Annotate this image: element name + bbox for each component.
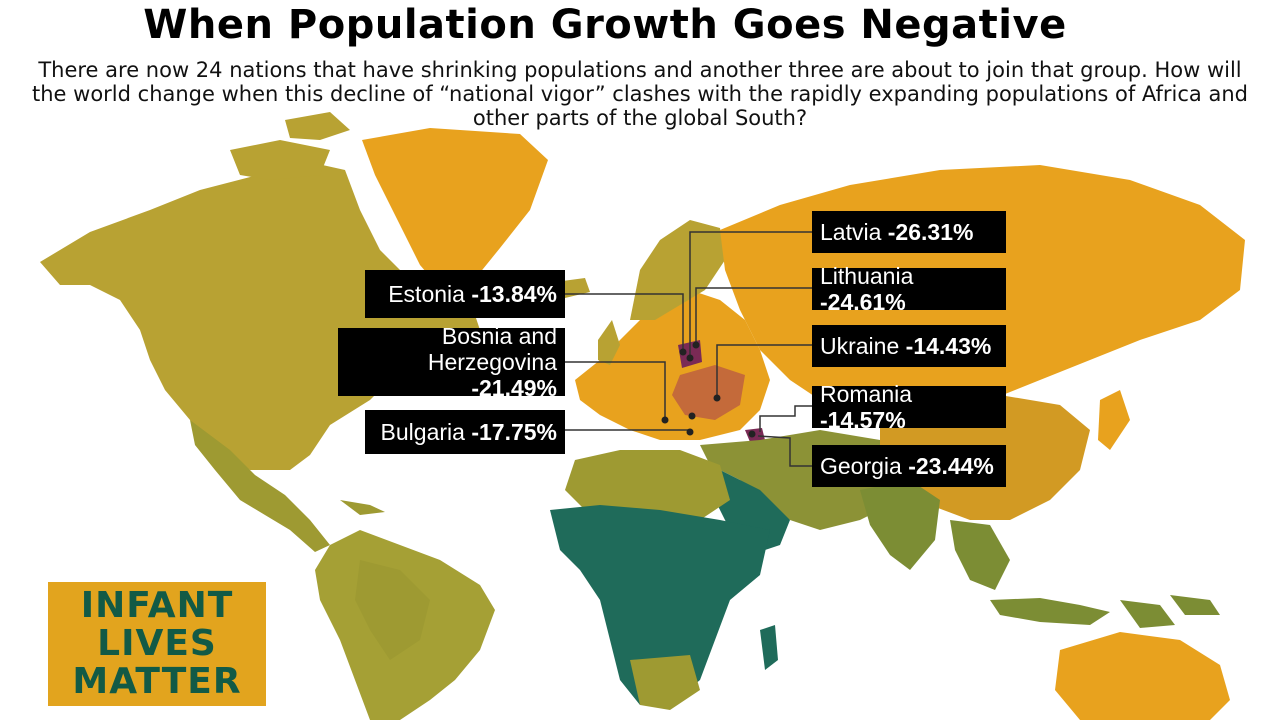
page-title: When Population Growth Goes Negative — [143, 2, 1067, 48]
label-country: Bulgaria — [380, 419, 465, 445]
central-america — [190, 420, 330, 552]
label-country-line2: Herzegovina — [427, 349, 557, 375]
africa — [550, 505, 770, 705]
location-markers — [661, 341, 756, 438]
badge-line3: MATTER — [72, 661, 242, 702]
badge-line1: INFANT — [80, 585, 234, 626]
label-country: Latvia — [820, 219, 882, 245]
label-value: -21.49% — [471, 375, 557, 401]
badge-line2: LIVES — [97, 623, 217, 664]
south-asia — [860, 480, 940, 570]
label-country: Georgia — [820, 453, 902, 479]
label-value: -14.57% — [820, 407, 906, 433]
page-subtitle: There are now 24 nations that have shrin… — [32, 58, 1248, 130]
infant-lives-matter-badge: INFANT LIVES MATTER — [48, 582, 266, 706]
label-latvia: Latvia -26.31% — [812, 211, 1006, 253]
arctic-islands — [230, 140, 330, 180]
australia — [1055, 632, 1230, 720]
label-lithuania: Lithuania -24.61% — [812, 263, 1006, 315]
greenland — [362, 128, 548, 300]
ukraine-region — [672, 365, 745, 420]
label-bulgaria: Bulgaria -17.75% — [365, 410, 565, 454]
label-bosnia: Bosnia and Herzegovina -21.49% — [338, 323, 565, 401]
label-country: Romania — [820, 381, 913, 407]
label-country: Ukraine — [820, 333, 900, 359]
label-country-line1: Bosnia and — [441, 323, 557, 349]
label-value: -24.61% — [820, 289, 906, 315]
label-country: Estonia — [388, 281, 465, 307]
label-value: -26.31% — [887, 219, 974, 245]
label-ukraine: Ukraine -14.43% — [812, 325, 1006, 367]
label-value: -17.75% — [471, 419, 557, 445]
label-value: -13.84% — [471, 281, 557, 307]
label-value: -14.43% — [905, 333, 992, 359]
label-romania: Romania -14.57% — [812, 381, 1006, 433]
label-value: -23.44% — [908, 453, 994, 479]
label-estonia: Estonia -13.84% — [365, 270, 565, 318]
leader-lines — [565, 231, 812, 467]
label-georgia: Georgia -23.44% — [812, 445, 1006, 487]
label-country: Lithuania — [820, 263, 914, 289]
scandinavia — [630, 220, 725, 320]
europe — [575, 290, 770, 440]
